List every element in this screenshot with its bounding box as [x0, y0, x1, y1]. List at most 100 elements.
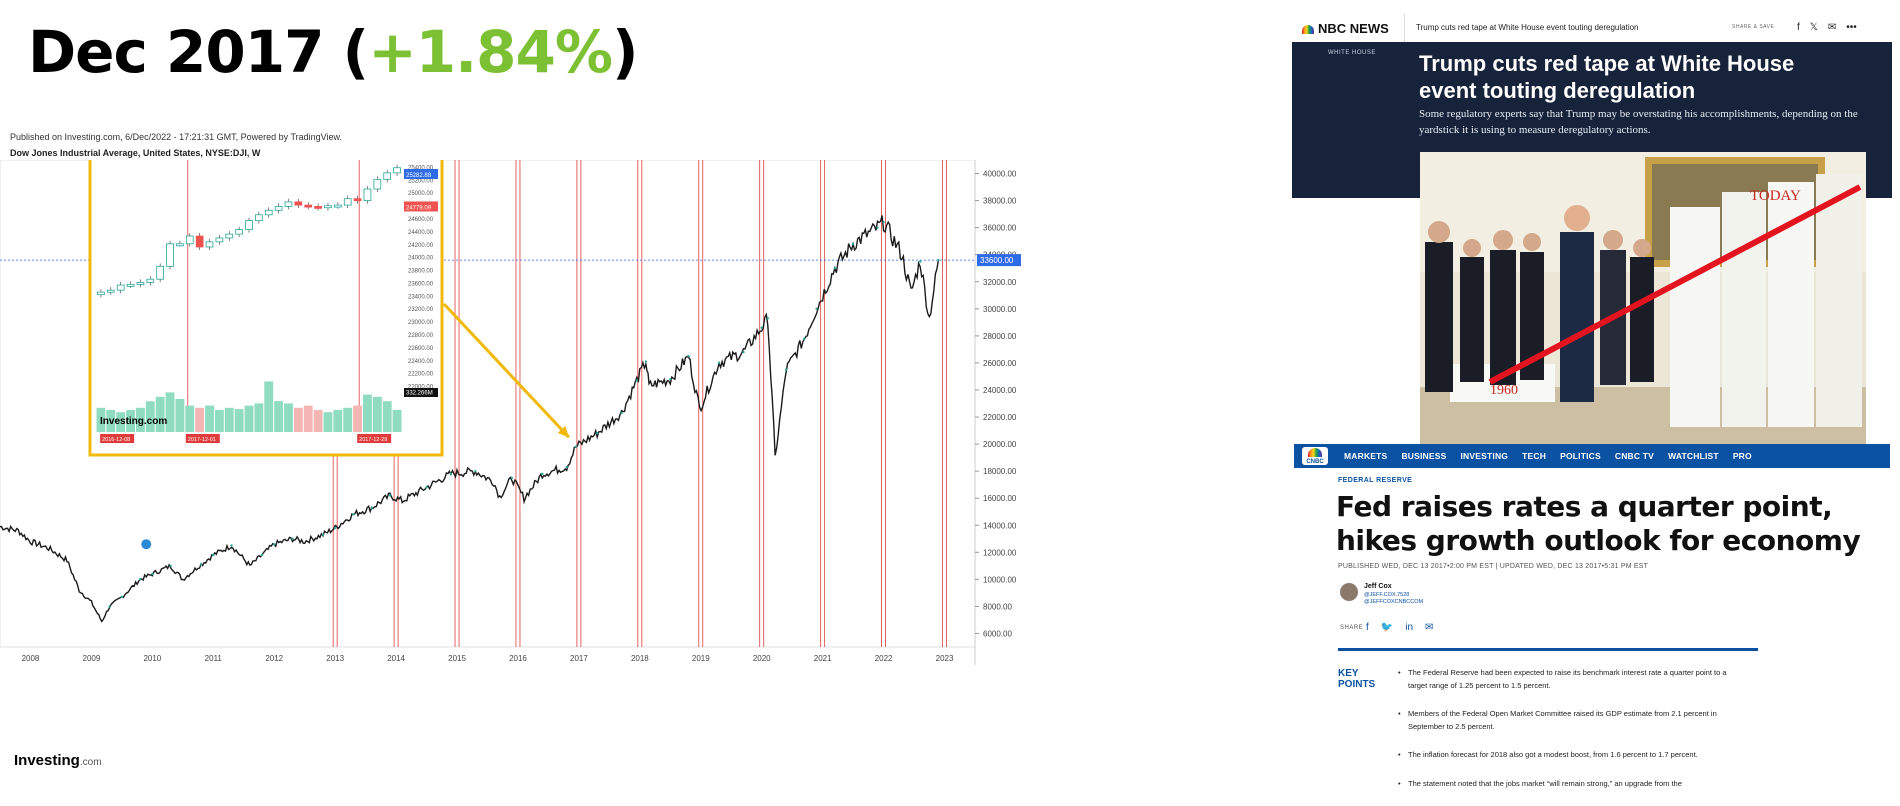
price-point [669, 377, 672, 381]
nbc-logo[interactable]: NBC NEWS [1302, 21, 1389, 36]
nbc-section[interactable]: WHITE HOUSE [1328, 50, 1376, 56]
inset-candle [195, 235, 204, 248]
inset-price-tag-text: 25282.88 [406, 173, 432, 179]
x-tick-label: 2020 [753, 654, 771, 663]
inset-candle [126, 283, 135, 287]
inset-date-label-bg [357, 434, 392, 443]
nav-markets[interactable]: MARKETS [1344, 451, 1388, 461]
price-point [687, 354, 690, 358]
peacock-icon [1308, 448, 1322, 457]
inset-volume-bar [185, 405, 195, 432]
inset-candle [383, 172, 392, 180]
price-point [937, 258, 940, 262]
author-handle-2[interactable]: @JEFFCOXCNBCCOM [1364, 599, 1424, 605]
nav-cnbc-tv[interactable]: CNBC TV [1614, 451, 1655, 461]
email-icon[interactable]: ✉ [1425, 622, 1434, 633]
inset-volume-bar [126, 410, 135, 432]
nav-pro[interactable]: PRO [1732, 451, 1752, 461]
price-point [108, 605, 111, 608]
inset-candle [225, 233, 234, 239]
price-point [918, 260, 922, 263]
headline-prefix: Dec 2017 ( [28, 18, 369, 86]
price-point [370, 506, 373, 509]
inset-volume-bar [254, 403, 264, 432]
arrow-head [557, 425, 569, 438]
x-tick-label: 2015 [448, 654, 466, 663]
red-ribbon [1488, 184, 1862, 385]
y-tick-label: 26000.00 [983, 359, 1017, 368]
inset-volume-bar [145, 401, 155, 432]
facebook-icon[interactable]: f [1366, 622, 1369, 633]
x-icon[interactable]: 𝕏 [1809, 22, 1818, 33]
people [1425, 205, 1654, 402]
price-point [291, 537, 294, 540]
investing-logo-name: Investing [14, 752, 80, 769]
price-point [635, 379, 638, 382]
inset-volume-bar [175, 399, 185, 432]
cnbc-kicker[interactable]: FEDERAL RESERVE [1338, 477, 1413, 484]
nav-tech[interactable]: TECH [1522, 451, 1547, 461]
author-handle-1[interactable]: @JEFF.COX.7528 [1364, 592, 1410, 598]
price-point [212, 553, 215, 557]
y-tick-label: 10000.00 [983, 575, 1017, 584]
nav-politics[interactable]: POLITICS [1560, 451, 1601, 461]
cnbc-logo-text: CNBC [1306, 459, 1324, 465]
inset-price-tag-bg [404, 201, 438, 212]
price-point [833, 267, 837, 270]
nbc-share-save[interactable]: SHARE & SAVE [1732, 24, 1775, 30]
price-point [169, 564, 172, 568]
photo-label-left: 1960 [1490, 383, 1518, 398]
inset-candle [363, 188, 372, 202]
more-icon[interactable]: ••• [1846, 22, 1857, 33]
inset-candle [304, 204, 313, 208]
inset-y-tick-label: 23200.00 [408, 307, 434, 313]
key-point: The Federal Reserve had been expected to… [1398, 667, 1738, 692]
price-point [273, 542, 276, 546]
price-point [803, 337, 806, 340]
inset-y-tick-label: 25400.00 [408, 165, 434, 171]
inset-volume-bar [392, 410, 402, 432]
key-point: Members of the Federal Open Market Commi… [1398, 708, 1738, 733]
headline-change: +1.84% [368, 18, 613, 86]
key-points-rule [1338, 648, 1758, 651]
cnbc-logo[interactable]: CNBC [1302, 447, 1328, 465]
inset-candle [314, 206, 322, 209]
y-tick-label: 16000.00 [983, 494, 1017, 503]
inset-volume-bar [244, 405, 254, 432]
nbc-brand: NBC NEWS [1318, 21, 1389, 36]
x-tick-label: 2023 [936, 654, 954, 663]
dow-jones-chart[interactable]: 6000.00 8000.00 10000.00 12000.00 14000.00 16… [0, 160, 1285, 800]
twitter-icon[interactable]: 🐦 [1380, 622, 1394, 633]
facebook-icon[interactable]: f [1797, 22, 1800, 33]
share-icons: f 🐦 in ✉ [1366, 622, 1445, 633]
inset-y-tick-label: 25000.00 [408, 191, 434, 197]
y-tick-label: 14000.00 [983, 521, 1017, 530]
cnbc-navbar: CNBC MARKETS BUSINESS INVESTING TECH POLITIC… [1294, 444, 1890, 468]
x-tick-label: 2019 [692, 654, 710, 663]
nav-business[interactable]: BUSINESS [1401, 451, 1447, 461]
y-tick-label: 24000.00 [983, 386, 1017, 395]
x-tick-label: 2011 [205, 654, 223, 663]
price-point [565, 465, 568, 469]
inset-date-label: 2017-12-29 [359, 437, 387, 443]
pattern-badge-circle [141, 539, 152, 550]
inset-y-tick-label: 23400.00 [408, 294, 434, 300]
paper-stack-large [1670, 174, 1862, 427]
nav-watchlist[interactable]: WATCHLIST [1668, 451, 1719, 461]
y-tick-label: 20000.00 [983, 440, 1017, 449]
x-tick-label: 2021 [814, 654, 832, 663]
author-name[interactable]: Jeff Cox [1364, 583, 1392, 590]
linkedin-icon[interactable]: in [1405, 622, 1414, 633]
nav-investing[interactable]: INVESTING [1460, 451, 1509, 461]
email-icon[interactable]: ✉ [1827, 22, 1837, 33]
inset-candle [393, 167, 401, 174]
price-point [120, 595, 124, 599]
inset-price-tag-text: 24779.09 [406, 205, 432, 211]
arrow-line [442, 302, 571, 439]
inset-date-label-bg [185, 434, 220, 443]
y-tick-label: 36000.00 [983, 224, 1017, 233]
inset-volume-bar [135, 407, 145, 432]
inset-y-tick-label: 22200.00 [408, 372, 434, 378]
inset-volume-bar [274, 401, 284, 432]
published-note: Published on Investing.com, 6/Dec/2022 -… [10, 132, 343, 142]
